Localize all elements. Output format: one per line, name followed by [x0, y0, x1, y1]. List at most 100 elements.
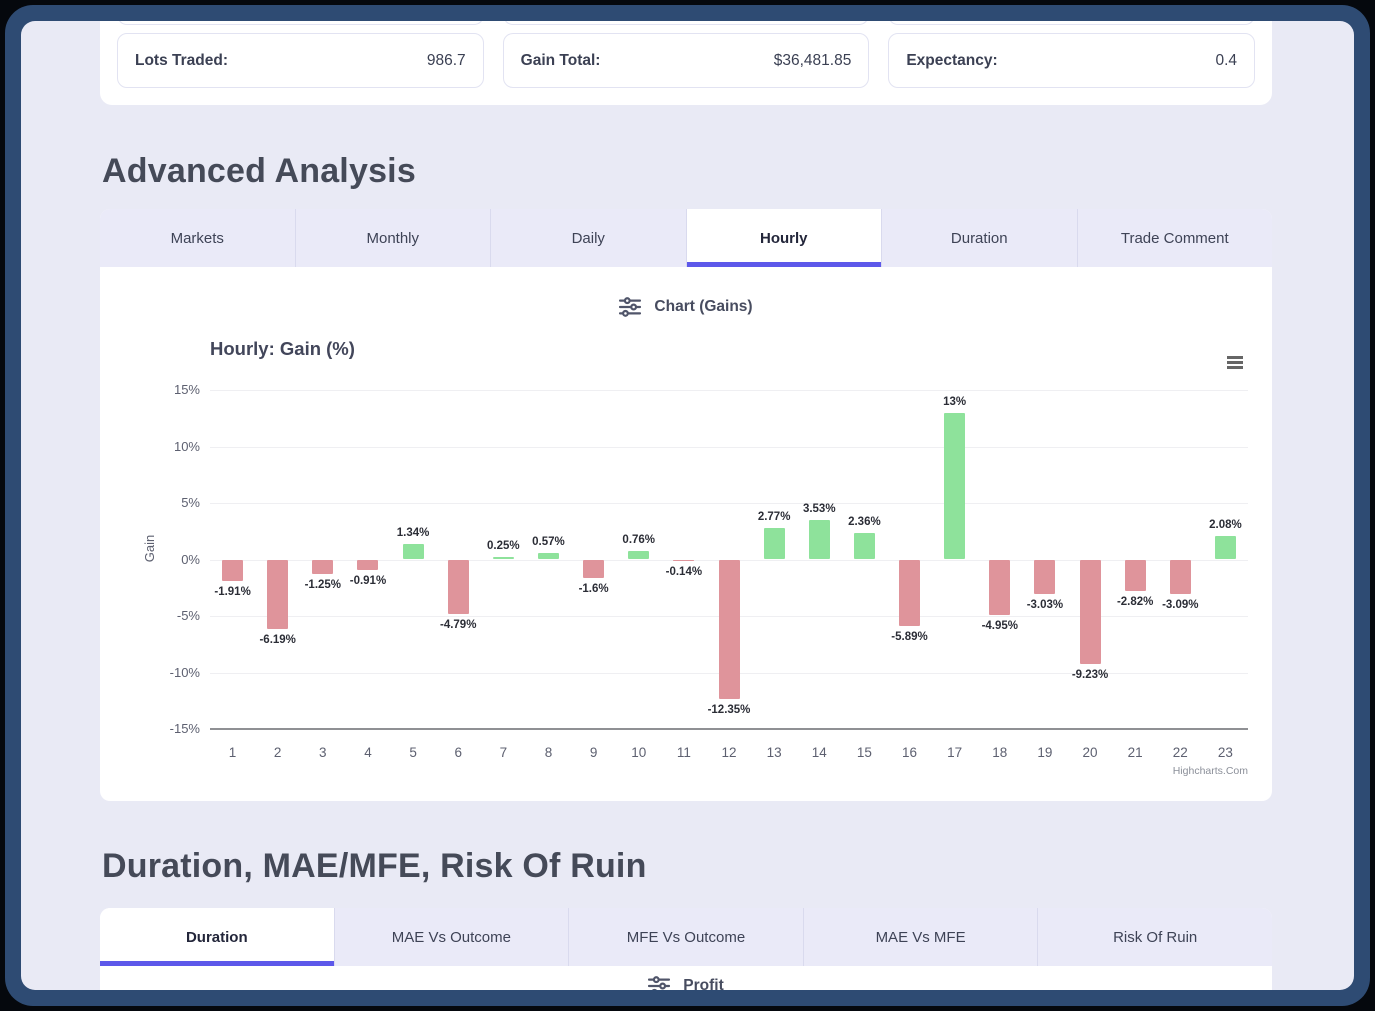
- tab-trade-comment[interactable]: Trade Comment: [1077, 209, 1272, 267]
- bar-data-label: -1.6%: [578, 582, 609, 595]
- y-tick-label: -10%: [169, 664, 200, 680]
- bar-data-label: -5.89%: [891, 631, 928, 644]
- bar-hour-12: [718, 559, 740, 700]
- x-tick-label: 11: [676, 745, 691, 760]
- bar-data-label: 2.77%: [757, 511, 791, 524]
- bar-hour-1: [222, 559, 244, 582]
- bar-data-label: -0.14%: [665, 566, 703, 579]
- bar-hour-22: [1169, 559, 1191, 595]
- stat-label: Lots Traded:: [135, 51, 229, 69]
- x-tick-label: 16: [902, 745, 918, 760]
- x-tick-label: 7: [499, 745, 508, 760]
- y-tick-label: 0%: [181, 551, 200, 567]
- hourly-gain-chart-plot: 15% 10% 5% 0% -5% -10% -15% -1.91% -6.19% -1.25% -…: [170, 382, 1248, 736]
- bar-data-label: 3.53%: [802, 502, 836, 515]
- tab-risk-of-ruin[interactable]: Risk Of Ruin: [1038, 908, 1272, 966]
- x-tick-label: 22: [1172, 745, 1188, 760]
- bar-hour-6: [447, 559, 469, 614]
- gridline: [210, 390, 1248, 391]
- tab-hourly[interactable]: Hourly: [686, 209, 882, 267]
- x-tick-label: 1: [228, 745, 237, 760]
- x-tick-label: 3: [319, 745, 327, 760]
- chart-gains-toolbar[interactable]: Chart (Gains): [100, 297, 1272, 317]
- stat-card-expectancy: Expectancy: 0.4: [888, 33, 1256, 88]
- duration-section-heading: Duration, MAE/MFE, Risk Of Ruin: [102, 847, 647, 885]
- bar-hour-21: [1124, 559, 1146, 592]
- clipped-card: [888, 21, 1256, 25]
- bar-data-label: -1.25%: [304, 578, 342, 591]
- tab-monthly[interactable]: Monthly: [295, 209, 491, 267]
- bar-data-label: -0.91%: [349, 574, 387, 587]
- gridline: [210, 446, 1248, 448]
- x-tick-label: 18: [992, 745, 1008, 760]
- bar-hour-13: [763, 528, 785, 560]
- filter-sliders-icon: [619, 297, 642, 317]
- advanced-analysis-tab-row: Markets Monthly Daily Hourly Duration Trade C…: [100, 209, 1272, 267]
- x-tick-label: 4: [364, 745, 372, 760]
- x-tick-label: 14: [811, 745, 827, 760]
- stat-value: $36,481.85: [773, 51, 852, 69]
- bar-hour-23: [1214, 535, 1236, 560]
- bar-data-label: -9.23%: [1071, 668, 1109, 681]
- highcharts-credit[interactable]: Highcharts.Com: [1172, 765, 1248, 777]
- bar-hour-18: [989, 559, 1011, 616]
- chart-title: Hourly: Gain (%): [210, 338, 355, 359]
- duration-section-tab-row: Duration MAE Vs Outcome MFE Vs Outcome MAE …: [100, 908, 1272, 966]
- tab-daily[interactable]: Daily: [491, 209, 687, 267]
- filter-sliders-icon: [648, 976, 671, 990]
- x-tick-label: 20: [1082, 745, 1098, 760]
- bar-data-label: 0.57%: [532, 536, 565, 549]
- bar-hour-11: [673, 559, 695, 562]
- bar-hour-16: [899, 559, 921, 627]
- bar-hour-15: [853, 532, 875, 560]
- bar-data-label: -3.09%: [1162, 599, 1199, 612]
- stat-card-lots-traded: Lots Traded: 986.7: [117, 33, 484, 88]
- x-tick-label: 17: [947, 745, 963, 760]
- x-tick-label: 10: [631, 745, 647, 760]
- bar-data-label: -6.19%: [259, 634, 296, 647]
- tab-mae-vs-outcome[interactable]: MAE Vs Outcome: [334, 908, 570, 966]
- x-tick-label: 2: [273, 745, 282, 760]
- chart-context-menu-icon[interactable]: [1227, 356, 1243, 369]
- x-tick-label: 15: [856, 745, 872, 760]
- y-tick-label: -15%: [169, 721, 200, 736]
- bar-hour-9: [583, 559, 605, 578]
- y-tick-label: 5%: [181, 495, 200, 510]
- bar-data-label: 1.34%: [396, 527, 430, 540]
- stats-container: Lots Traded: 986.7 Gain Total: $36,481.8…: [100, 21, 1272, 105]
- tab-duration[interactable]: Duration: [882, 209, 1078, 267]
- clipped-card: [117, 21, 484, 25]
- bar-hour-4: [357, 559, 379, 570]
- bar-data-label: -3.03%: [1026, 598, 1064, 611]
- bar-hour-2: [267, 559, 289, 630]
- clipped-cards-above: [117, 21, 1256, 25]
- bar-hour-3: [312, 559, 334, 574]
- profit-toolbar[interactable]: Profit: [100, 976, 1272, 990]
- bar-hour-10: [628, 550, 650, 560]
- tab-mfe-vs-outcome[interactable]: MFE Vs Outcome: [569, 908, 804, 966]
- bar-hour-7: [492, 556, 514, 560]
- stat-card-gain-total: Gain Total: $36,481.85: [502, 33, 870, 88]
- bar-data-label: -1.91%: [214, 586, 251, 599]
- stat-label: Gain Total:: [520, 51, 601, 69]
- tab-markets[interactable]: Markets: [100, 209, 296, 267]
- chart-toolbar-label: Profit: [683, 977, 724, 990]
- bar-hour-8: [537, 553, 559, 560]
- x-tick-label: 19: [1037, 745, 1053, 760]
- bar-hour-19: [1034, 559, 1056, 594]
- bar-data-label: 0.25%: [487, 539, 520, 552]
- gridline: [210, 503, 1248, 504]
- clipped-card: [502, 21, 870, 25]
- bar-data-label: -12.35%: [707, 704, 751, 717]
- tab-mae-vs-mfe[interactable]: MAE Vs MFE: [803, 908, 1039, 966]
- bar-hour-17: [944, 412, 966, 560]
- advanced-analysis-card: Markets Monthly Daily Hourly Duration Trade C…: [100, 209, 1272, 801]
- bar-data-label: 0.76%: [622, 533, 656, 546]
- window-frame: Lots Traded: 986.7 Gain Total: $36,481.8…: [5, 5, 1370, 1006]
- y-tick-label: 10%: [173, 438, 200, 454]
- x-tick-label: 21: [1127, 745, 1143, 760]
- stats-row: Lots Traded: 986.7 Gain Total: $36,481.8…: [117, 33, 1256, 88]
- bar-data-label: 2.08%: [1209, 518, 1242, 531]
- tab-duration[interactable]: Duration: [100, 908, 335, 966]
- chart-toolbar-label: Chart (Gains): [654, 298, 753, 315]
